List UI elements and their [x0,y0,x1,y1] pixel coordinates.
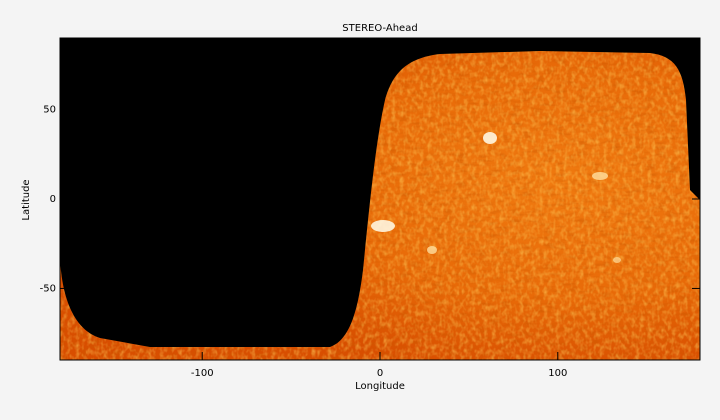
y-tick-label: 0 [50,194,56,205]
y-tick-label: -50 [40,283,56,294]
x-tick-label: 100 [548,368,567,379]
x-tick-label: -100 [191,368,214,379]
y-axis-label: Latitude [21,179,32,220]
map-image [60,38,700,360]
chart-title: STEREO-Ahead [342,23,417,34]
y-tick-label: 50 [43,105,56,116]
x-tick-label: 0 [377,368,383,379]
x-axis-label: Longitude [355,381,405,392]
